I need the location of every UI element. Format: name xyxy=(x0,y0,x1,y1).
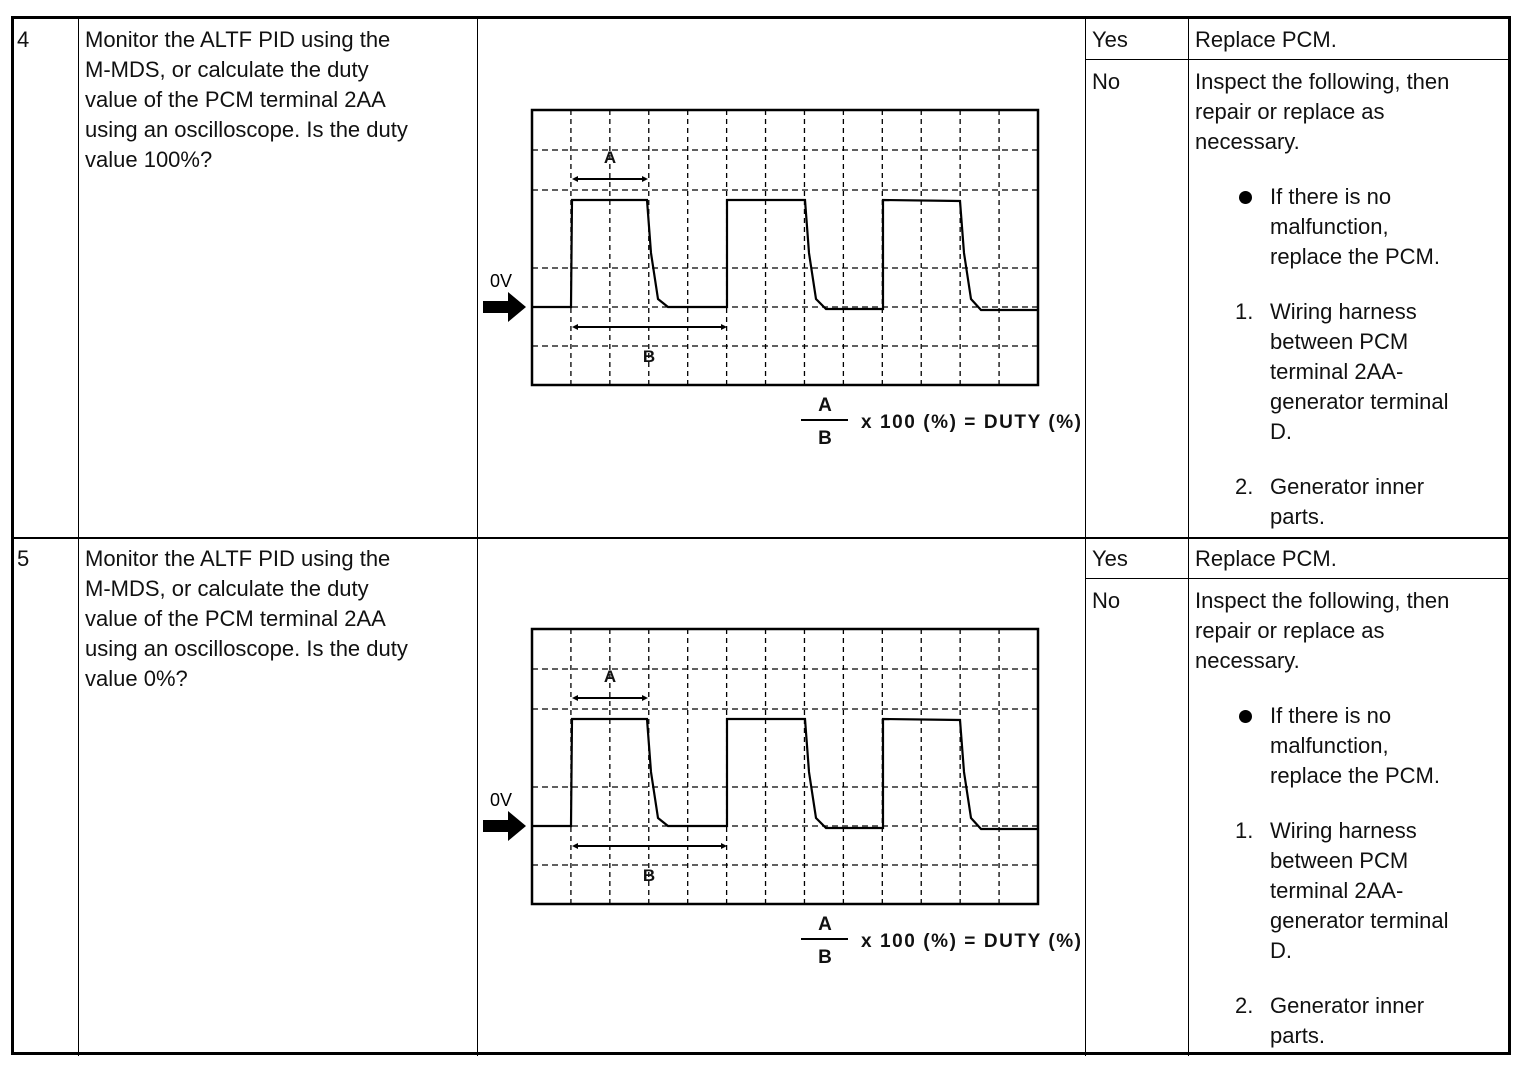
yes-action: Replace PCM. xyxy=(1195,546,1337,571)
no-label: No xyxy=(1092,588,1121,613)
no-action-intro: Inspect the following, then repair or re… xyxy=(1195,588,1450,673)
a-label: A xyxy=(604,148,616,167)
bullet-text: If there is no malfunction, replace the … xyxy=(1270,703,1440,788)
duty-waveform xyxy=(532,198,1038,312)
yes-label: Yes xyxy=(1092,27,1128,52)
duty-waveform xyxy=(532,717,1038,831)
item-number: 1. xyxy=(1235,818,1254,843)
item-number: 2. xyxy=(1235,474,1254,499)
divider xyxy=(1086,578,1188,579)
figure-cell: A B 0V A B x 100 (%) = DUTY (%) xyxy=(478,538,1086,1056)
table-row-step-5: 5 Monitor the ALTF PID using the M-MDS, … xyxy=(14,538,1508,1056)
step-cell: 4 xyxy=(14,19,79,537)
bullet-text: If there is no malfunction, replace the … xyxy=(1270,184,1440,269)
question-cell: Monitor the ALTF PID using the M-MDS, or… xyxy=(79,19,478,537)
result-cell: Yes No xyxy=(1086,19,1189,537)
table-row-step-4: 4 Monitor the ALTF PID using the M-MDS, … xyxy=(14,19,1508,539)
figure-cell: A B 0V A B x 100 (%) = DUTY (%) xyxy=(478,19,1086,537)
fraction-denominator: B xyxy=(818,428,832,449)
divider xyxy=(1189,578,1508,579)
divider xyxy=(1189,59,1508,60)
result-cell: Yes No xyxy=(1086,538,1189,1056)
question-cell: Monitor the ALTF PID using the M-MDS, or… xyxy=(79,538,478,1056)
no-label: No xyxy=(1092,69,1121,94)
zero-volt-arrow-icon xyxy=(483,292,526,322)
zero-volt-label: 0V xyxy=(490,790,512,810)
step-number: 4 xyxy=(17,27,30,52)
item-number: 1. xyxy=(1235,299,1254,324)
numbered-item: 2. Generator inner parts. xyxy=(1195,472,1505,532)
bullet-icon xyxy=(1239,710,1252,723)
item-text: Wiring harness between PCM terminal 2AA-… xyxy=(1270,818,1449,963)
b-label: B xyxy=(643,866,655,885)
numbered-item: 1. Wiring harness between PCM terminal 2A… xyxy=(1195,297,1505,447)
question-text: Monitor the ALTF PID using the M-MDS, or… xyxy=(85,27,408,172)
item-text: Generator inner parts. xyxy=(1270,993,1425,1048)
fraction-denominator: B xyxy=(818,947,832,968)
numbered-item: 1. Wiring harness between PCM terminal 2A… xyxy=(1195,816,1505,966)
yes-action: Replace PCM. xyxy=(1195,27,1337,52)
zero-volt-arrow-icon xyxy=(483,811,526,841)
fraction-numerator: A xyxy=(818,914,832,935)
zero-volt-label: 0V xyxy=(490,271,512,291)
b-label: B xyxy=(643,347,655,366)
oscilloscope-waveform-figure: A B 0V A B x 100 (%) = DUTY (%) xyxy=(483,108,1081,449)
item-text: Generator inner parts. xyxy=(1270,474,1425,529)
item-number: 2. xyxy=(1235,993,1254,1018)
divider xyxy=(1086,59,1188,60)
bullet-icon xyxy=(1239,191,1252,204)
no-action: Inspect the following, then repair or re… xyxy=(1195,67,1505,532)
duty-formula: x 100 (%) = DUTY (%) xyxy=(861,412,1081,433)
scope-frame xyxy=(530,627,1040,906)
duty-formula: x 100 (%) = DUTY (%) xyxy=(861,931,1081,952)
action-cell: Replace PCM. Inspect the following, then… xyxy=(1189,538,1508,1056)
no-action-intro: Inspect the following, then repair or re… xyxy=(1195,69,1450,154)
scope-frame xyxy=(530,108,1040,387)
action-cell: Replace PCM. Inspect the following, then… xyxy=(1189,19,1508,537)
scope-grid xyxy=(532,629,1038,904)
bullet-item: If there is no malfunction, replace the … xyxy=(1195,182,1505,272)
step-number: 5 xyxy=(17,546,30,571)
item-text: Wiring harness between PCM terminal 2AA-… xyxy=(1270,299,1449,444)
oscilloscope-waveform-figure: A B 0V A B x 100 (%) = DUTY (%) xyxy=(483,627,1081,968)
no-action: Inspect the following, then repair or re… xyxy=(1195,586,1505,1051)
numbered-item: 2. Generator inner parts. xyxy=(1195,991,1505,1051)
fraction-numerator: A xyxy=(818,395,832,416)
bullet-item: If there is no malfunction, replace the … xyxy=(1195,701,1505,791)
question-text: Monitor the ALTF PID using the M-MDS, or… xyxy=(85,546,408,691)
diagnostic-table: 4 Monitor the ALTF PID using the M-MDS, … xyxy=(11,16,1511,1056)
a-label: A xyxy=(604,667,616,686)
yes-label: Yes xyxy=(1092,546,1128,571)
step-cell: 5 xyxy=(14,538,79,1056)
scope-grid xyxy=(532,110,1038,385)
